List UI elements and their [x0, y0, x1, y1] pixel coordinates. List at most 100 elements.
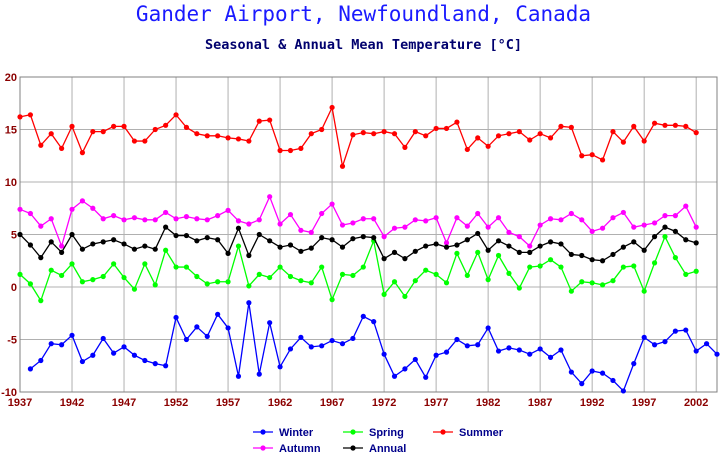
spring-point [142, 261, 148, 267]
autumn-point [69, 206, 75, 212]
autumn-point [298, 227, 304, 233]
winter-point [173, 314, 179, 321]
summer-point [27, 112, 34, 118]
winter-point [152, 361, 158, 367]
annual-point [568, 251, 574, 258]
summer-point [360, 130, 366, 136]
summer-point [267, 117, 273, 123]
winter-point [599, 370, 606, 376]
legend-item-annual: Annual [343, 443, 406, 455]
spring-line [19, 235, 697, 303]
autumn-point [38, 223, 44, 229]
spring-point [651, 260, 658, 266]
x-tick-label: 1947 [112, 397, 136, 409]
autumn-point [662, 213, 668, 219]
spring-point [204, 281, 210, 287]
annual-point [215, 237, 221, 243]
autumn-point [246, 221, 252, 227]
autumn-point [391, 225, 398, 231]
spring-point [433, 271, 439, 277]
autumn-point [527, 243, 533, 249]
winter-point [423, 374, 429, 380]
summer-point [142, 138, 148, 144]
spring-point [256, 271, 262, 277]
winter-point [589, 368, 595, 374]
autumn-point [350, 220, 356, 226]
y-tick-label: 20 [5, 72, 17, 84]
x-tick-label: 1977 [424, 397, 448, 409]
summer-point [391, 131, 398, 137]
winter-point [579, 381, 585, 387]
winter-point [662, 339, 668, 345]
summer-point [558, 123, 564, 129]
spring-point [339, 271, 346, 277]
winter-point [350, 335, 356, 342]
spring-point [287, 273, 294, 280]
x-tick-label: 1937 [8, 397, 32, 409]
autumn-point [599, 225, 606, 231]
winter-point [100, 335, 106, 342]
winter-point [433, 352, 439, 358]
autumn-point [111, 213, 117, 219]
x-tick-label: 1942 [60, 397, 84, 409]
annual-point [121, 241, 127, 247]
autumn-point [579, 217, 585, 223]
summer-point [423, 133, 429, 139]
annual-point [142, 243, 148, 249]
summer-point [339, 163, 346, 169]
annual-point [90, 241, 96, 247]
winter-point [142, 357, 148, 364]
autumn-point [277, 221, 283, 227]
summer-point [225, 135, 231, 141]
winter-point [547, 354, 554, 360]
series-annual [17, 224, 699, 264]
autumn-point [651, 220, 658, 226]
winter-point [714, 351, 720, 357]
annual-point [173, 232, 179, 239]
legend-swatch-marker [260, 429, 266, 435]
spring-point [246, 283, 252, 289]
autumn-point [329, 201, 335, 207]
annual-point [610, 251, 616, 258]
spring-point [537, 263, 543, 269]
autumn-point [547, 216, 554, 222]
spring-point [48, 267, 54, 273]
spring-point [527, 264, 533, 270]
autumn-point [100, 216, 106, 222]
summer-point [173, 112, 179, 118]
winter-point [256, 371, 262, 377]
winter-point [672, 328, 678, 334]
spring-point [443, 280, 450, 286]
spring-point [163, 247, 169, 253]
legend-item-winter: Winter [253, 427, 314, 439]
autumn-point [131, 215, 138, 221]
legend-label: Summer [459, 427, 504, 439]
autumn-point [568, 210, 574, 217]
spring-point [360, 264, 366, 270]
legend-label: Annual [369, 443, 406, 455]
spring-point [235, 243, 242, 249]
spring-point [495, 252, 502, 259]
summer-point [495, 133, 502, 139]
summer-point [568, 124, 574, 130]
annual-point [475, 230, 481, 237]
winter-point [475, 342, 481, 348]
winter-point [527, 351, 533, 357]
x-tick-label: 1987 [528, 397, 552, 409]
winter-point [516, 347, 522, 353]
annual-line [19, 226, 697, 262]
annual-point [350, 236, 356, 242]
summer-point [329, 104, 335, 111]
summer-point [443, 125, 450, 132]
summer-point [194, 131, 200, 137]
annual-point [308, 245, 314, 251]
summer-point [287, 147, 294, 154]
spring-point [298, 278, 304, 284]
winter-point [610, 377, 616, 384]
annual-point [225, 250, 231, 256]
summer-point [246, 138, 252, 144]
spring-point [589, 280, 595, 286]
spring-point [329, 297, 335, 303]
spring-point [308, 280, 314, 286]
